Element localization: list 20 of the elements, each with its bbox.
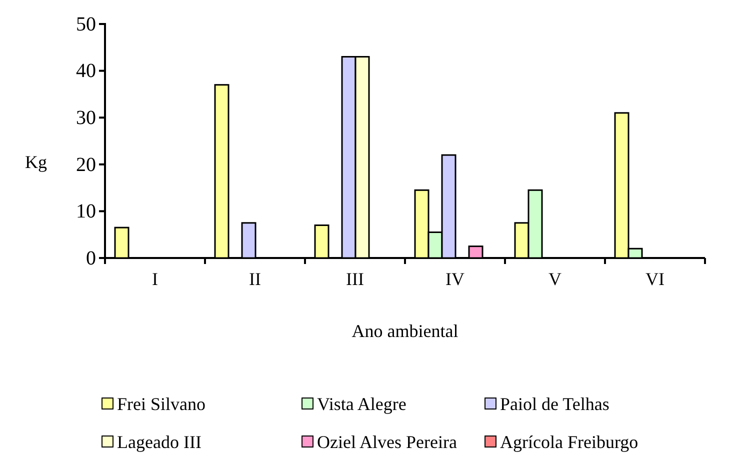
x-tick-label: IV	[446, 268, 464, 289]
legend-label: Oziel Alves Pereira	[317, 432, 457, 452]
x-axis-title: Ano ambiental	[352, 321, 458, 341]
y-tick-label: 40	[76, 60, 96, 82]
y-tick-label: 20	[76, 154, 96, 176]
x-tick-label: II	[249, 268, 261, 289]
x-tick-label: VI	[646, 268, 664, 289]
y-tick-label: 30	[76, 107, 96, 129]
legend-label: Lageado III	[117, 432, 202, 452]
x-tick-label: III	[346, 268, 364, 289]
legend-label: Frei Silvano	[117, 394, 206, 414]
legend-label: Paiol de Telhas	[500, 394, 610, 414]
x-tick-label: I	[152, 268, 158, 289]
x-tick-label: V	[548, 268, 562, 289]
legend-label: Vista Alegre	[317, 394, 406, 414]
y-tick-label: 0	[86, 247, 96, 270]
y-tick-label: 10	[76, 200, 96, 223]
y-tick-label: 50	[76, 13, 96, 36]
legend-label: Agrícola Freiburgo	[500, 432, 638, 452]
y-axis-title: Kg	[25, 152, 47, 172]
